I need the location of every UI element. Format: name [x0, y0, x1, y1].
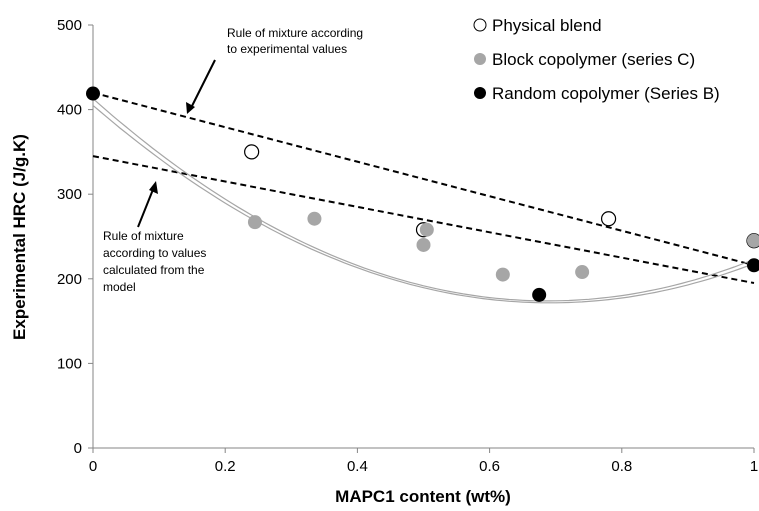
- y-tick-label: 100: [57, 355, 82, 372]
- y-tick-label: 0: [74, 440, 82, 457]
- block-copolymer-series-c-point: [575, 265, 590, 280]
- annotation-model: Rule of mixture according to values calc…: [103, 181, 206, 294]
- legend-marker-random-copolymer: [474, 87, 486, 99]
- x-tick-label: 0.2: [215, 458, 236, 475]
- legend: Physical blend Block copolymer (series C…: [473, 16, 720, 103]
- block-copolymer-series-c-point: [307, 211, 322, 226]
- annotation-experimental-arrowhead: [186, 102, 195, 114]
- annotation-experimental-line-1: Rule of mixture according: [227, 26, 363, 40]
- random-copolymer-series-b-point: [86, 86, 100, 101]
- tick-labels: 0 100 200 300 400 500 0 0.2 0.4 0.6 0.8 1: [57, 17, 758, 475]
- legend-label-random-copolymer: Random copolymer (Series B): [492, 84, 720, 103]
- x-tick-label: 0.8: [611, 458, 632, 475]
- y-tick-label: 200: [57, 271, 82, 288]
- annotation-model-line-3: calculated from the: [103, 263, 205, 277]
- polynomial-trendline: [92, 98, 755, 302]
- block-copolymer-series-c-point: [247, 215, 262, 230]
- y-tick-label: 500: [57, 17, 82, 34]
- reference-lines: [92, 91, 755, 285]
- block-copolymer-series-c-point: [495, 267, 510, 282]
- data-points: [86, 86, 759, 302]
- physical-blend-point: [600, 211, 617, 227]
- annotation-experimental-arrow: [189, 59, 216, 111]
- block-copolymer-series-c-point: [747, 233, 759, 248]
- random-copolymer-series-b-point: [532, 287, 547, 302]
- annotation-model-arrow: [137, 186, 155, 228]
- block-copolymer-series-c-point: [419, 222, 434, 237]
- rule-of-mixture-line: [92, 91, 755, 267]
- y-tick-label: 400: [57, 102, 82, 119]
- annotation-model-line-1: Rule of mixture: [103, 229, 184, 243]
- annotation-model-arrowhead: [149, 181, 158, 194]
- legend-marker-physical-blend: [473, 18, 487, 32]
- annotation-experimental: Rule of mixture according to experimenta…: [186, 26, 363, 114]
- rule-of-mixture-line: [92, 155, 755, 285]
- random-copolymer-series-b-point: [747, 258, 759, 273]
- y-axis-title: Experimental HRC (J/g.K): [10, 134, 29, 340]
- annotation-model-line-2: according to values: [103, 246, 206, 260]
- annotation-model-line-4: model: [103, 280, 136, 294]
- block-copolymer-series-c-point: [416, 237, 431, 252]
- polynomial-trendline: [92, 104, 755, 304]
- x-axis-title: MAPC1 content (wt%): [335, 487, 511, 506]
- x-tick-label: 0.6: [479, 458, 500, 475]
- trendlines: [92, 98, 755, 304]
- legend-marker-block-copolymer: [474, 53, 486, 65]
- x-tick-label: 0: [89, 458, 97, 475]
- y-tick-label: 300: [57, 186, 82, 203]
- physical-blend-point: [244, 144, 260, 160]
- x-tick-label: 0.4: [347, 458, 368, 475]
- annotation-experimental-line-2: to experimental values: [227, 42, 347, 56]
- x-tick-label: 1: [750, 458, 758, 475]
- legend-label-block-copolymer: Block copolymer (series C): [492, 50, 695, 69]
- legend-label-physical-blend: Physical blend: [492, 16, 602, 35]
